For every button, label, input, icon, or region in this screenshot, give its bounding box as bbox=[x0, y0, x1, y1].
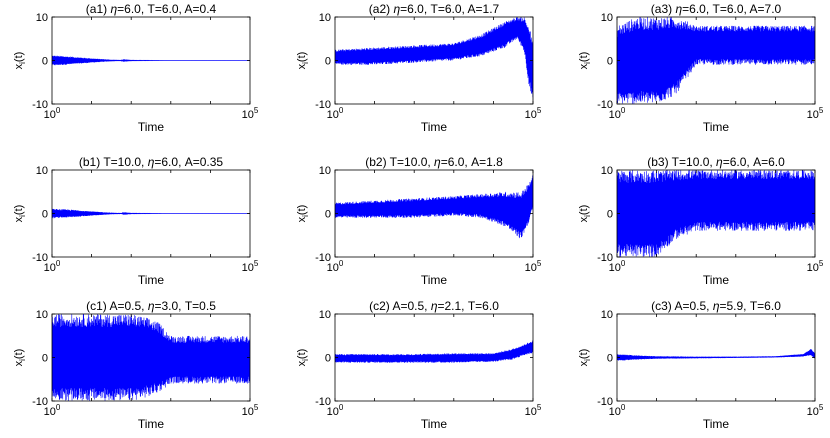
x-axis-label: Time bbox=[703, 120, 730, 134]
x-tick-label: 105 bbox=[242, 106, 259, 121]
y-axis-label: xi(t) bbox=[13, 349, 27, 367]
subplot-title: (a3) η=6.0, T=6.0, A=7.0 bbox=[651, 2, 782, 16]
subplot-8: -10 0 10 100 105 Time xi(t) (c2) A=0.5, η=2.1, … bbox=[296, 299, 542, 431]
subplot-title: (b2) T=10.0, η=6.0, A=1.8 bbox=[365, 155, 503, 169]
y-tick-label: 0 bbox=[325, 56, 331, 68]
y-tick-label: -10 bbox=[597, 396, 613, 408]
x-tick-label: 100 bbox=[44, 403, 61, 418]
subplot-title: (b1) T=10.0, η=6.0, A=0.35 bbox=[79, 155, 224, 169]
y-tick-label: 0 bbox=[325, 353, 331, 365]
x-tick-label: 105 bbox=[525, 259, 542, 274]
x-tick-label: 100 bbox=[327, 106, 344, 121]
series-line bbox=[617, 349, 815, 361]
series-line bbox=[335, 340, 533, 363]
subplot-title: (a2) η=6.0, T=6.0, A=1.7 bbox=[369, 2, 500, 16]
x-axis-label: Time bbox=[138, 417, 165, 431]
subplot-title: (c2) A=0.5, η=2.1, T=6.0 bbox=[369, 299, 499, 313]
x-tick-label: 100 bbox=[327, 259, 344, 274]
y-axis-label: xi(t) bbox=[296, 349, 310, 367]
y-axis-label: xi(t) bbox=[296, 52, 310, 70]
y-tick-label: 10 bbox=[601, 12, 613, 24]
x-axis-label: Time bbox=[138, 273, 165, 287]
y-tick-label: 0 bbox=[325, 209, 331, 221]
subplot-2: -10 0 10 100 105 Time xi(t) (a2) η=6.0, T=6.0, … bbox=[296, 2, 542, 134]
x-tick-label: 100 bbox=[44, 259, 61, 274]
y-tick-label: 0 bbox=[42, 56, 48, 68]
y-tick-label: 0 bbox=[607, 353, 613, 365]
y-tick-label: 10 bbox=[319, 309, 331, 321]
y-tick-label: -10 bbox=[315, 252, 331, 264]
x-axis-label: Time bbox=[421, 417, 448, 431]
y-tick-label: -10 bbox=[597, 99, 613, 111]
subplot-title: (c3) A=0.5, η=5.9, T=6.0 bbox=[651, 299, 781, 313]
y-tick-label: -10 bbox=[32, 252, 48, 264]
series-line bbox=[335, 17, 533, 98]
y-axis-label: xi(t) bbox=[13, 205, 27, 223]
series-line bbox=[617, 170, 815, 257]
y-axis-label: xi(t) bbox=[578, 349, 592, 367]
x-tick-label: 100 bbox=[609, 259, 626, 274]
x-tick-label: 105 bbox=[242, 403, 259, 418]
y-tick-label: 10 bbox=[36, 165, 48, 177]
y-tick-label: 0 bbox=[42, 353, 48, 365]
y-tick-label: -10 bbox=[315, 99, 331, 111]
y-tick-label: -10 bbox=[597, 252, 613, 264]
y-tick-label: 0 bbox=[42, 209, 48, 221]
y-axis-label: xi(t) bbox=[296, 205, 310, 223]
x-tick-label: 100 bbox=[44, 106, 61, 121]
x-tick-label: 100 bbox=[609, 106, 626, 121]
x-tick-label: 105 bbox=[525, 106, 542, 121]
x-axis-label: Time bbox=[703, 273, 730, 287]
y-tick-label: -10 bbox=[32, 99, 48, 111]
subplot-title: (a1) η=6.0, T=6.0, A=0.4 bbox=[86, 2, 217, 16]
y-tick-label: -10 bbox=[32, 396, 48, 408]
y-tick-label: -10 bbox=[315, 396, 331, 408]
series-line bbox=[52, 314, 250, 401]
x-tick-label: 105 bbox=[807, 259, 824, 274]
subplot-title: (b3) T=10.0, η=6.0, A=6.0 bbox=[647, 155, 785, 169]
y-tick-label: 0 bbox=[607, 56, 613, 68]
x-axis-label: Time bbox=[703, 417, 730, 431]
x-axis-label: Time bbox=[421, 120, 448, 134]
subplot-9: -10 0 10 100 105 Time xi(t) (c3) A=0.5, η=5.9, … bbox=[578, 299, 824, 431]
x-axis-label: Time bbox=[421, 273, 448, 287]
series-line bbox=[52, 208, 250, 219]
y-axis-label: xi(t) bbox=[578, 52, 592, 70]
y-tick-label: 10 bbox=[319, 165, 331, 177]
y-tick-label: 10 bbox=[601, 309, 613, 321]
series-line bbox=[52, 55, 250, 66]
y-axis-label: xi(t) bbox=[13, 52, 27, 70]
series-line bbox=[617, 17, 815, 104]
x-tick-label: 105 bbox=[525, 403, 542, 418]
y-tick-label: 10 bbox=[319, 12, 331, 24]
subplot-title: (c1) A=0.5, η=3.0, T=0.5 bbox=[86, 299, 216, 313]
y-tick-label: 10 bbox=[601, 165, 613, 177]
series-line bbox=[335, 175, 533, 239]
y-axis-label: xi(t) bbox=[578, 205, 592, 223]
x-axis-label: Time bbox=[138, 120, 165, 134]
x-tick-label: 100 bbox=[609, 403, 626, 418]
x-tick-label: 105 bbox=[807, 403, 824, 418]
y-tick-label: 10 bbox=[36, 309, 48, 321]
subplot-5: -10 0 10 100 105 Time xi(t) (b2) T=10.0, η=6.0,… bbox=[296, 155, 542, 287]
subplot-3: -10 0 10 100 105 Time xi(t) (a3) η=6.0, T=6.0, … bbox=[578, 2, 824, 134]
y-tick-label: 10 bbox=[36, 12, 48, 24]
y-tick-label: 0 bbox=[607, 209, 613, 221]
x-tick-label: 105 bbox=[242, 259, 259, 274]
subplot-4: -10 0 10 100 105 Time xi(t) (b1) T=10.0, η=6.0,… bbox=[13, 155, 259, 287]
x-tick-label: 100 bbox=[327, 403, 344, 418]
subplot-6: -10 0 10 100 105 Time xi(t) (b3) T=10.0, η=6.0,… bbox=[578, 155, 824, 287]
subplot-7: -10 0 10 100 105 Time xi(t) (c1) A=0.5, η=3.0, … bbox=[13, 299, 259, 431]
subplot-1: -10 0 10 100 105 Time xi(t) (a1) η=6.0, T=6.0, … bbox=[13, 2, 259, 134]
x-tick-label: 105 bbox=[807, 106, 824, 121]
